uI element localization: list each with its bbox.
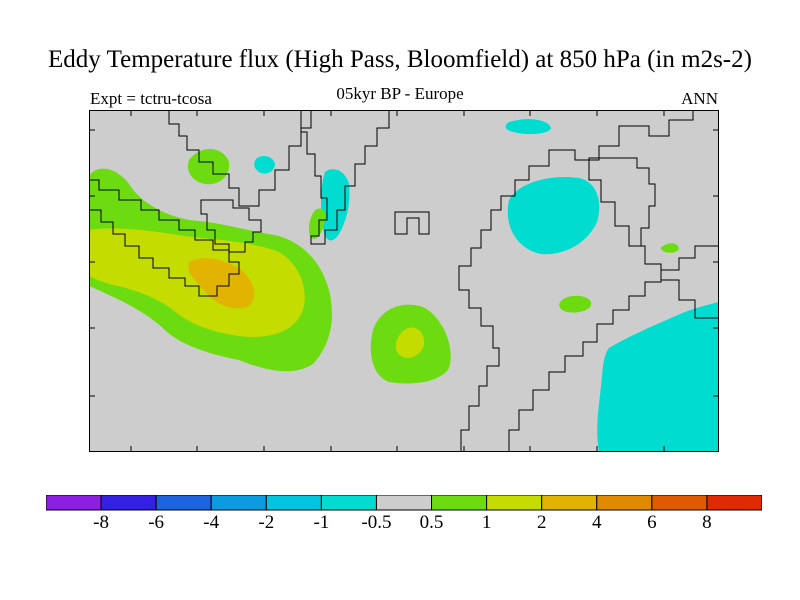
contour-positive-8 [308, 208, 326, 239]
period-label: 05kyr BP - Europe [336, 84, 464, 103]
coastline-british-isles [89, 179, 240, 297]
colorbar-tick-label: 2 [536, 512, 547, 533]
map-panel [89, 110, 719, 452]
season-label: ANN [681, 89, 718, 108]
colorbar-tick-label: 6 [647, 512, 657, 533]
experiment-label: Expt = tctru-tcosa [90, 89, 212, 108]
colorbar-tick-label: -4 [203, 512, 220, 533]
colorbar-swatch [541, 495, 598, 511]
contour-positive-9 [660, 243, 679, 253]
coastline-iceland [200, 199, 262, 253]
colorbar-tick-label: -8 [93, 512, 109, 533]
coastline-svalbard [394, 211, 430, 235]
colorbar-swatch [265, 495, 322, 511]
coastline-east [629, 245, 719, 319]
colorbar-swatch [431, 495, 488, 511]
colorbar-swatch [155, 495, 212, 511]
plot-title: Eddy Temperature flux (High Pass, Bloomf… [48, 46, 752, 73]
contour-positive-4 [187, 148, 230, 185]
colorbar-tick-label: 4 [592, 512, 602, 533]
colorbar-tick-label: -0.5 [361, 512, 392, 533]
contour-positive-3 [188, 258, 255, 309]
contour-negative-1 [507, 176, 600, 255]
coastline-mediterranean [508, 245, 719, 452]
contour-negative-2 [597, 302, 719, 452]
contour-fills [89, 119, 719, 452]
coastline-baltic [588, 157, 656, 247]
colorbar-swatch [706, 495, 762, 511]
map-border [89, 110, 719, 452]
colorbar-tick-label: 8 [702, 512, 712, 533]
coastline-europe [458, 110, 719, 452]
colorbar-swatch [486, 495, 543, 511]
contour-positive-7 [559, 295, 592, 313]
colorbar-tick-label: -1 [313, 512, 330, 533]
colorbar [46, 495, 762, 511]
colorbar-tick-label: -6 [148, 512, 165, 533]
colorbar-swatch [210, 495, 267, 511]
colorbar-tick-label: 1 [481, 512, 492, 533]
contour-negative-3 [505, 119, 551, 135]
contour-negative-4 [321, 169, 350, 241]
contour-negative-5 [254, 156, 275, 174]
colorbar-swatch [320, 495, 377, 511]
colorbar-tick-label: -2 [258, 512, 275, 533]
coastlines [89, 110, 719, 452]
colorbar-swatch [46, 495, 102, 511]
colorbar-swatch [596, 495, 653, 511]
colorbar-swatch [375, 495, 433, 511]
coastline-scandinavia [300, 110, 390, 245]
coastline-greenland [168, 110, 312, 207]
contour-positive-6 [395, 327, 425, 358]
colorbar-swatch [100, 495, 157, 511]
colorbar-swatch [651, 495, 708, 511]
colorbar-tick-label: 0.5 [419, 512, 444, 533]
